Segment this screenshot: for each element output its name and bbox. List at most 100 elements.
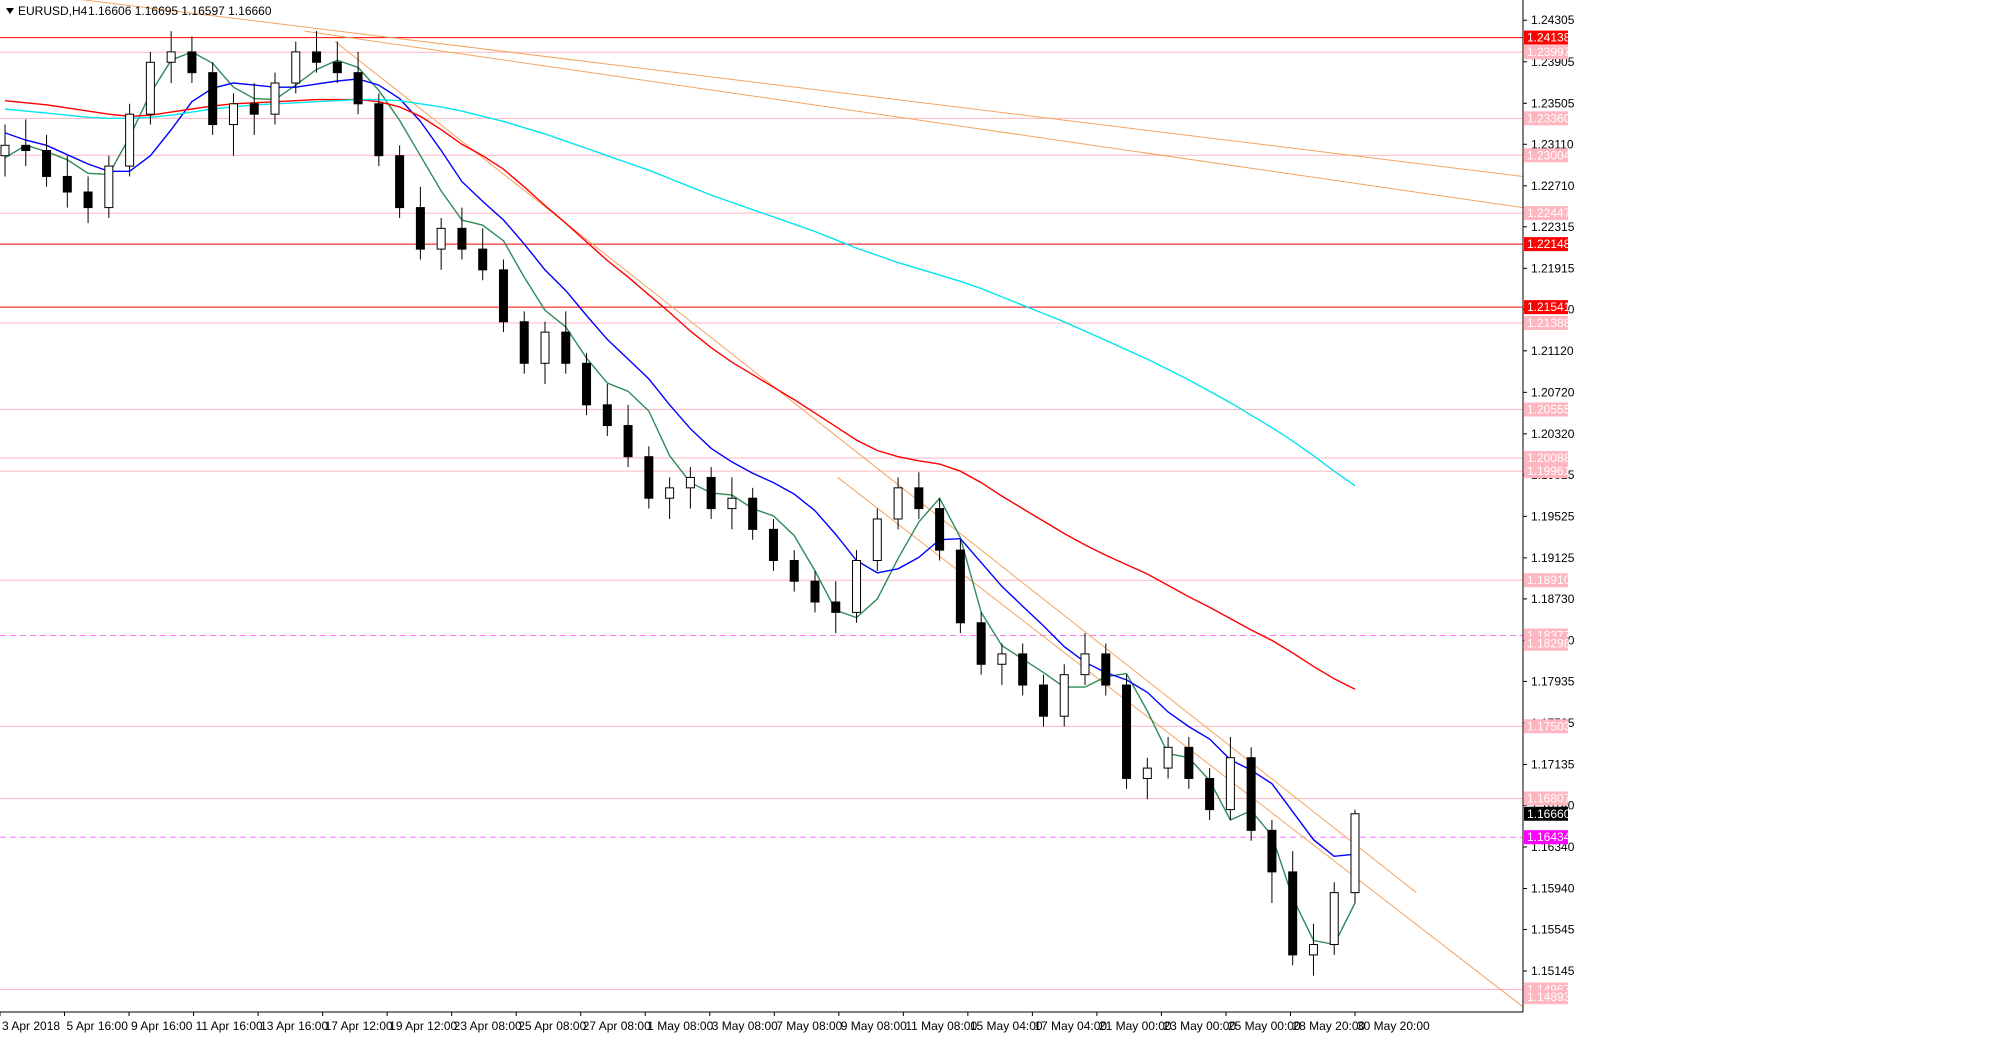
candle-body — [1018, 653, 1028, 686]
price-tick-label: 1.20720 — [1531, 385, 1575, 399]
price-tick-label: 1.15145 — [1531, 964, 1575, 978]
candle-body — [706, 476, 716, 510]
candle-body — [582, 362, 592, 406]
price-tag — [1524, 237, 1568, 252]
time-tick-label: 11 May 08:00 — [905, 1019, 977, 1033]
candle-body — [21, 144, 31, 152]
time-tick-label: 25 May 00:00 — [1228, 1019, 1301, 1033]
price-tag — [1524, 111, 1568, 126]
trendline-0[interactable] — [0, 0, 1524, 177]
levels-layer — [0, 37, 1523, 990]
quote-readout: 1.16606 1.16695 1.16597 1.16660 — [88, 4, 272, 18]
candle-body — [208, 72, 218, 126]
price-tag — [1524, 30, 1568, 45]
candle-body — [665, 487, 675, 499]
time-tick-label: 9 May 08:00 — [841, 1019, 907, 1033]
candle-body — [1184, 746, 1194, 779]
candle-body — [1101, 653, 1111, 686]
candle-body — [955, 549, 965, 624]
price-tag — [1524, 464, 1568, 479]
price-tick-label: 1.18730 — [1531, 592, 1575, 606]
price-tag — [1524, 791, 1568, 806]
price-tag — [1524, 45, 1568, 60]
candle-body — [623, 425, 633, 458]
time-tick-label: 28 May 20:00 — [1292, 1019, 1365, 1033]
price-tag — [1524, 300, 1568, 315]
candle-body — [1080, 653, 1090, 676]
trendline-2[interactable] — [334, 41, 1417, 894]
price-tag-label: 1.21541 — [1527, 300, 1571, 314]
price-tick-label: 1.23505 — [1531, 96, 1575, 110]
price-tag-label: 1.18910 — [1527, 573, 1571, 587]
candle-body — [374, 103, 384, 157]
candle-body — [1225, 757, 1235, 811]
candle-body — [457, 227, 467, 250]
price-tick-label: 1.24305 — [1531, 13, 1575, 27]
price-tag-label: 1.16807 — [1527, 791, 1571, 805]
time-tick-label: 7 May 08:00 — [776, 1019, 842, 1033]
price-tick-label: 1.22710 — [1531, 179, 1575, 193]
candle-body — [1038, 684, 1048, 717]
candle-body — [1329, 892, 1339, 946]
candle-body — [1142, 767, 1152, 779]
price-tick-label: 1.17935 — [1531, 674, 1575, 688]
price-tag-label: 1.23997 — [1527, 45, 1571, 59]
candle-body — [768, 528, 778, 561]
candle-body — [997, 653, 1007, 665]
symbol-dropdown-icon[interactable] — [6, 8, 14, 14]
candle-body — [166, 51, 176, 63]
price-tag-label: 1.23360 — [1527, 111, 1571, 125]
ema_mid-line — [4, 78, 1356, 858]
candle-body — [83, 191, 93, 209]
candle-body — [561, 331, 571, 364]
candle-body — [789, 559, 799, 582]
candle-body — [478, 248, 488, 271]
price-tag — [1524, 402, 1568, 417]
price-tag — [1524, 316, 1568, 331]
price-tag-label: 1.20088 — [1527, 451, 1571, 465]
candle-body — [0, 144, 10, 157]
candle-body — [852, 559, 862, 613]
time-tick-label: 17 Apr 12:00 — [325, 1019, 393, 1033]
candle-body — [1288, 871, 1298, 956]
price-tag-label: 1.21388 — [1527, 316, 1571, 330]
price-tag-label: 1.19961 — [1527, 464, 1571, 478]
time-tick-label: 15 May 04:00 — [970, 1019, 1043, 1033]
price-tag-label: 1.20555 — [1527, 402, 1571, 416]
candle-body — [332, 61, 342, 74]
price-tag — [1524, 830, 1568, 845]
candle-body — [893, 487, 903, 520]
candle-body — [540, 331, 550, 364]
candle-body — [727, 497, 737, 510]
price-tick-label: 1.15545 — [1531, 922, 1575, 936]
time-tick-label: 25 Apr 08:00 — [518, 1019, 586, 1033]
time-tick-label: 5 Apr 16:00 — [67, 1019, 129, 1033]
candle-body — [228, 103, 238, 126]
candle-body — [602, 404, 612, 427]
time-tick-label: 3 Apr 2018 — [2, 1019, 60, 1033]
price-tag-label: 1.16434 — [1527, 830, 1571, 844]
candle-body — [145, 61, 155, 115]
candle-body — [42, 150, 52, 177]
trendline-1[interactable] — [304, 30, 1524, 209]
price-tag — [1524, 719, 1568, 734]
candle-body — [353, 72, 363, 105]
price-tag — [1524, 148, 1568, 163]
candle-body — [498, 269, 508, 323]
candles-layer — [0, 31, 1360, 976]
time-tick-label: 17 May 04:00 — [1034, 1019, 1107, 1033]
price-tick-label: 1.21915 — [1531, 261, 1575, 275]
price-tag-label: 1.14893 — [1527, 990, 1571, 1004]
price-tick-label: 1.20320 — [1531, 427, 1575, 441]
price-tag-label: 1.22447 — [1527, 206, 1571, 220]
time-tick-label: 1 May 08:00 — [647, 1019, 713, 1033]
time-tick-label: 23 May 00:00 — [1163, 1019, 1236, 1033]
candle-body — [1163, 746, 1173, 769]
price-tag — [1524, 450, 1568, 465]
price-tick-label: 1.19125 — [1531, 551, 1575, 565]
candle-body — [872, 518, 882, 561]
trendline-3[interactable] — [837, 477, 1524, 1008]
candle-body — [104, 165, 114, 209]
chart-header: EURUSD,H4 1.16606 1.16695 1.16597 1.1666… — [6, 4, 272, 18]
